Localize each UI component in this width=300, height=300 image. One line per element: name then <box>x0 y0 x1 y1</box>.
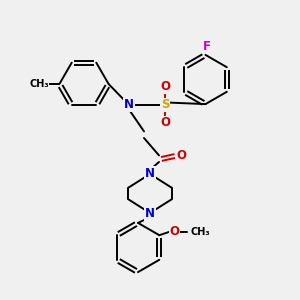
Text: CH₃: CH₃ <box>191 226 210 237</box>
Text: F: F <box>203 40 211 53</box>
Text: O: O <box>176 148 186 162</box>
Text: N: N <box>145 207 155 220</box>
Text: N: N <box>145 167 155 180</box>
Text: O: O <box>169 225 179 238</box>
Text: S: S <box>161 98 169 112</box>
Text: CH₃: CH₃ <box>29 79 49 89</box>
Text: O: O <box>160 116 170 130</box>
Text: N: N <box>124 98 134 112</box>
Text: O: O <box>160 80 170 94</box>
